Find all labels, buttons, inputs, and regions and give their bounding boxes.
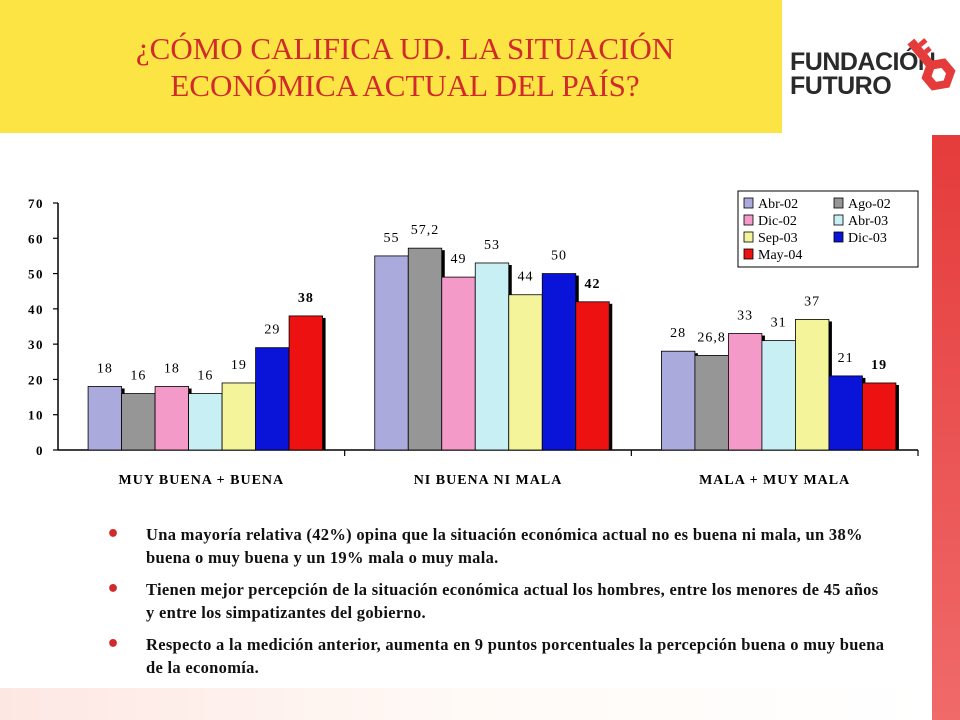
bar [374, 255, 409, 451]
slide-title-line-2: ECONÓMICA ACTUAL DEL PAÍS? [170, 68, 640, 103]
slide-title-line-1: ¿CÓMO CALIFICA UD. LA SITUACIÓN [135, 31, 675, 66]
legend-swatch [743, 214, 754, 226]
bar-value-label: 18 [164, 361, 180, 376]
bar [795, 319, 830, 451]
bar-value-label: 16 [197, 369, 213, 384]
bullet-list: • Una mayoría relativa (42%) opina que la… [100, 523, 890, 688]
y-tick-label: 40 [28, 302, 44, 317]
y-tick-label: 50 [28, 267, 44, 282]
bar [575, 301, 610, 451]
bar [828, 375, 863, 451]
bar-value-label: 33 [737, 309, 753, 324]
logo-line-2: FUTURO [790, 72, 892, 100]
slide-title: ¿CÓMO CALIFICA UD. LA SITUACIÓN ECONÓMIC… [60, 30, 750, 104]
bar-value-label: 50 [551, 249, 567, 264]
bar-value-label: 26,8 [697, 330, 726, 345]
bar [508, 294, 543, 451]
bar [474, 262, 510, 451]
bar-value-label: 19 [231, 358, 247, 373]
side-stripe [932, 135, 960, 720]
bar [188, 393, 223, 451]
legend-label: Abr-02 [758, 197, 798, 212]
bar-value-label: 42 [585, 277, 601, 292]
bottom-fade [0, 688, 932, 720]
y-tick-label: 60 [28, 231, 44, 246]
title-band: ¿CÓMO CALIFICA UD. LA SITUACIÓN ECONÓMIC… [0, 0, 782, 133]
bar [407, 247, 443, 451]
legend-swatch [833, 197, 844, 209]
legend-swatch [743, 248, 754, 260]
bar [288, 315, 323, 451]
bar-value-label: 21 [838, 351, 854, 366]
bar-value-label: 31 [771, 316, 787, 331]
fundacion-futuro-logo: FUNDACIÓN FUTURO [790, 30, 956, 110]
bullet-item-1: • Una mayoría relativa (42%) opina que la… [100, 523, 890, 569]
bar [728, 333, 763, 451]
legend-swatch [743, 231, 754, 243]
x-category-label: MALA + MUY MALA [699, 473, 850, 488]
key-icon [907, 38, 956, 91]
bar-value-label: 49 [451, 252, 467, 267]
bar-value-label: 18 [97, 361, 113, 376]
bar-value-label: 57,2 [411, 223, 440, 238]
legend-label: Sep-03 [758, 231, 798, 246]
bullet-dot-icon: • [106, 577, 121, 602]
bar-value-label: 19 [871, 358, 887, 373]
bar-chart: 0 10 20 30 40 50 60 70 MUY BUENA + BUENA NI BUENA… [0, 180, 932, 500]
bar [441, 276, 476, 451]
bar-value-label: 37 [804, 294, 820, 309]
bullet-dot-icon: • [106, 632, 121, 657]
x-category-label: MUY BUENA + BUENA [119, 473, 285, 488]
bar-value-label: 28 [670, 326, 686, 341]
legend-box [737, 190, 919, 268]
bar [661, 350, 696, 451]
bar [541, 273, 577, 451]
bar-value-label: 44 [518, 270, 534, 285]
legend-label: Abr-03 [848, 214, 888, 229]
y-tick-label: 0 [36, 443, 44, 458]
bar [221, 382, 256, 451]
bullet-item-3: • Respecto a la medición anterior, aument… [100, 633, 890, 679]
bar-value-label: 55 [384, 231, 400, 246]
bullet-item-2: • Tienen mejor percepción de la situación… [100, 578, 890, 624]
bar [154, 386, 189, 451]
bar [255, 347, 290, 451]
chart-svg: 0 10 20 30 40 50 60 70 MUY BUENA + BUENA NI BUENA… [28, 190, 919, 488]
bar [761, 340, 796, 451]
y-tick-label: 30 [28, 337, 44, 352]
y-tick-label: 70 [28, 196, 44, 211]
bar [121, 393, 156, 451]
x-category-label: NI BUENA NI MALA [414, 473, 563, 488]
legend-label: Dic-02 [758, 214, 797, 229]
bar-value-label: 53 [484, 238, 500, 253]
bar-value-label: 29 [264, 323, 280, 338]
y-tick-label: 10 [28, 408, 44, 423]
bar [694, 355, 729, 451]
legend-swatch [833, 231, 844, 243]
legend-label: Ago-02 [848, 197, 891, 212]
bar-value-label: 38 [298, 291, 314, 306]
logo-line-1: FUNDACIÓN [790, 48, 936, 76]
bullet-text-1: Una mayoría relativa (42%) opina que la … [146, 525, 863, 567]
bar-value-label: 16 [130, 369, 146, 384]
legend-swatch [833, 214, 844, 226]
legend-swatch [743, 197, 754, 209]
bar [862, 382, 897, 451]
bullet-dot-icon: • [106, 522, 121, 547]
legend-label: Dic-03 [848, 231, 887, 246]
logo-text: FUNDACIÓN FUTURO [790, 48, 936, 100]
bullet-text-2: Tienen mejor percepción de la situación … [146, 580, 879, 622]
y-tick-label: 20 [28, 372, 44, 387]
legend-label: May-04 [758, 248, 802, 263]
bullet-text-3: Respecto a la medición anterior, aumenta… [146, 635, 885, 677]
bar [87, 386, 122, 451]
